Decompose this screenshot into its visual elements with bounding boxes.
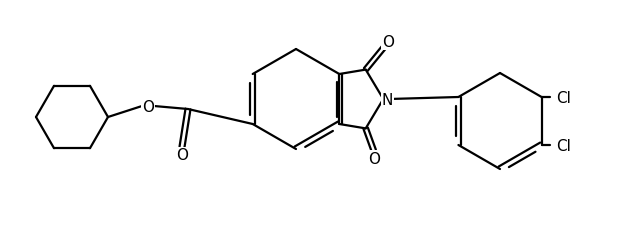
Text: O: O [368, 151, 380, 166]
Text: Cl: Cl [556, 138, 571, 153]
Text: O: O [381, 35, 394, 50]
Text: N: N [381, 92, 393, 107]
Text: O: O [176, 148, 188, 163]
Text: O: O [142, 99, 154, 114]
Text: Cl: Cl [556, 90, 571, 105]
